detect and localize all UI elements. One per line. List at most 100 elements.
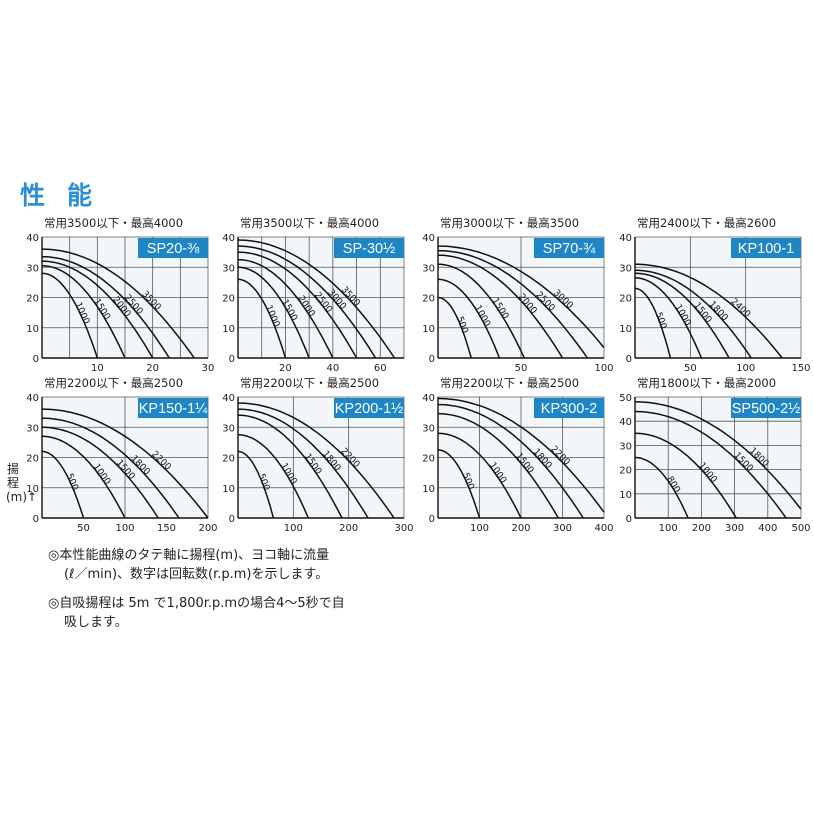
model-name: KP200-1½	[335, 401, 404, 417]
chart-subtitle: 常用2200以下・最高2500	[44, 376, 184, 390]
model-name: SP-30½	[343, 241, 395, 257]
model-name: KP100-1	[738, 241, 794, 257]
chart-subtitle: 常用1800以下・最高2000	[637, 376, 777, 390]
chart-7: 常用2200以下・最高2500 0 10 20 30 40 100 200 300 400 500 1…	[408, 375, 613, 535]
y-tick-label: 0	[33, 514, 39, 525]
y-tick-label: 30	[26, 423, 39, 434]
y-tick-label: 10	[26, 324, 39, 335]
x-tick-label: 100	[659, 523, 678, 534]
y-tick-label: 0	[33, 354, 39, 365]
x-tick-label: 400	[758, 523, 777, 534]
y-tick-label: 30	[619, 441, 632, 452]
x-tick-label: 300	[394, 523, 413, 534]
model-name: KP150-1¼	[139, 401, 208, 417]
model-badge	[534, 398, 604, 418]
model-name: SP70-¾	[543, 241, 596, 257]
x-tick-label: 50	[684, 363, 697, 374]
curve-rpm-1800	[42, 417, 180, 519]
model-name: SP500-2½	[732, 401, 801, 417]
curve-rpm-1500	[238, 414, 343, 519]
curve-rpm-1500	[238, 266, 310, 359]
curve-rpm-1000	[41, 435, 126, 519]
curve-rpm-2500	[237, 251, 358, 359]
model-badge	[731, 398, 801, 418]
y-tick-label: 30	[619, 263, 632, 274]
x-tick-label: 100	[284, 523, 303, 534]
chart-1: 常用3500以下・最高4000 0 10 20 30 40 10 20 30 1000 1500 20…	[12, 215, 214, 375]
x-tick-label: 100	[470, 523, 489, 534]
x-tick-label: 30	[202, 363, 215, 374]
curve-rpm-1000	[237, 434, 309, 519]
chart-3: 常用3000以下・最高3500 0 10 20 30 40 50 100 500 1000 1500…	[408, 215, 613, 375]
y-tick-label: 20	[422, 294, 435, 305]
y-tick-label: 40	[422, 393, 435, 404]
curve-rpm-2000	[438, 254, 564, 359]
y-tick-label: 20	[222, 454, 235, 465]
curve-rpm-1000	[41, 272, 99, 359]
model-name: KP300-2	[541, 401, 597, 417]
y-tick-label: 10	[422, 324, 435, 335]
curve-rpm-2500	[437, 249, 589, 359]
model-badge	[138, 398, 208, 418]
curve-rpm-1000	[437, 432, 522, 519]
x-tick-label: 500	[791, 523, 810, 534]
curve-rpm-2000	[238, 258, 334, 359]
y-tick-label: 20	[222, 294, 235, 305]
curve-rpm-500	[438, 296, 472, 359]
y-tick-label: 40	[422, 233, 435, 244]
curve-rpm-500	[634, 287, 672, 359]
note-2-line-1: ◎自吸揚程は 5m で1,800r.p.mの場合4～5秒で自	[48, 596, 345, 611]
chart-subtitle: 常用3500以下・最高4000	[240, 216, 380, 230]
y-tick-label: 20	[619, 294, 632, 305]
curve-rpm-2400	[634, 263, 783, 359]
curve-rpm-1500	[42, 426, 159, 519]
x-tick-label: 300	[553, 523, 572, 534]
x-tick-label: 20	[279, 363, 292, 374]
y-tick-label: 20	[619, 466, 632, 477]
x-tick-label: 20	[146, 363, 159, 374]
curve-rpm-2000	[41, 260, 154, 359]
note-2: ◎自吸揚程は 5m で1,800r.p.mの場合4～5秒で自 吸します。	[48, 594, 345, 632]
y-tick-label: 10	[422, 484, 435, 495]
y-tick-label: 40	[26, 233, 39, 244]
curve-rpm-1000	[237, 278, 287, 359]
y-tick-label: 0	[429, 514, 435, 525]
y-tick-label: 40	[26, 393, 39, 404]
x-tick-label: 200	[692, 523, 711, 534]
y-tick-label: 30	[26, 263, 39, 274]
curve-rpm-1000	[437, 278, 501, 359]
curve-rpm-1500	[634, 272, 730, 359]
curve-rpm-1500	[437, 412, 559, 519]
model-badge	[138, 238, 208, 258]
curve-rpm-2200	[238, 402, 395, 519]
curve-rpm-1000	[634, 432, 737, 519]
x-tick-label: 100	[736, 363, 755, 374]
curve-rpm-3500	[237, 239, 396, 359]
y-tick-label: 10	[26, 484, 39, 495]
curve-rpm-500	[437, 449, 481, 519]
curve-rpm-1800	[635, 269, 752, 359]
x-tick-label: 40	[326, 363, 339, 374]
y-tick-label: 0	[626, 514, 632, 525]
curve-rpm-1800	[237, 408, 369, 519]
x-tick-label: 60	[374, 363, 387, 374]
curve-rpm-1000	[634, 277, 703, 359]
x-tick-label: 400	[594, 523, 613, 534]
chart-subtitle: 常用2400以下・最高2600	[637, 216, 777, 230]
x-tick-label: 50	[515, 363, 528, 374]
model-badge	[334, 238, 404, 258]
x-tick-label: 200	[511, 523, 530, 534]
note-1-line-1: ◎本性能曲線のタテ軸に揚程(m)、ヨコ軸に流量	[48, 548, 330, 563]
y-tick-label: 50	[619, 393, 632, 404]
model-badge	[334, 398, 404, 418]
curve-rpm-1800	[634, 401, 802, 510]
y-tick-label: 30	[222, 263, 235, 274]
y-tick-label: 30	[222, 423, 235, 434]
curve-rpm-1500	[634, 410, 787, 519]
chart-6: 常用2200以下・最高2500 0 10 20 30 40 100 200 300 500 1000…	[208, 375, 413, 535]
note-1: ◎本性能曲線のタテ軸に揚程(m)、ヨコ軸に流量 (ℓ／min)、数字は回転数(r…	[48, 546, 345, 584]
